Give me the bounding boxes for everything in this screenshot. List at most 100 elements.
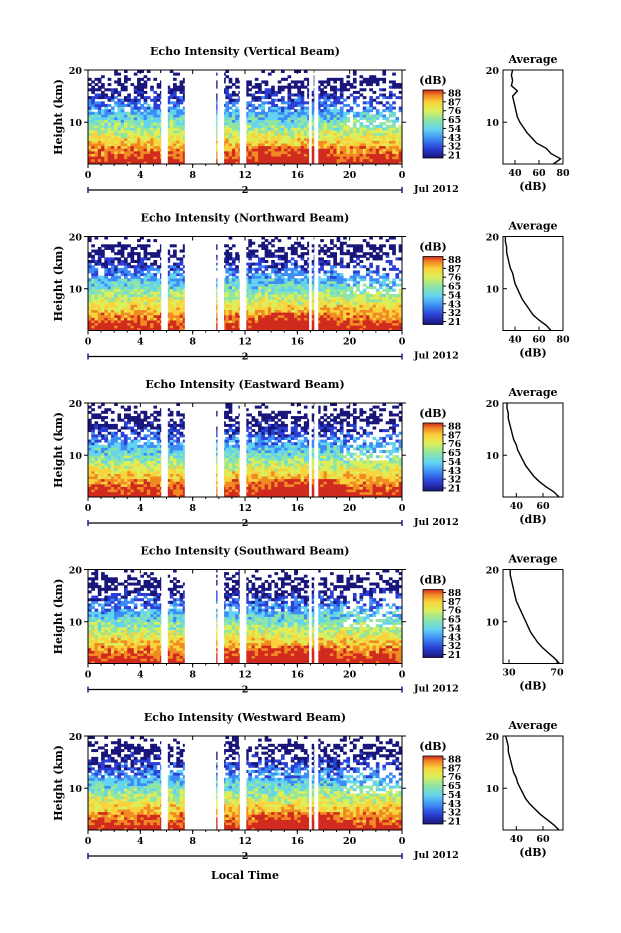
colorbar-tick: 21: [448, 484, 461, 495]
data-gap: [161, 570, 168, 664]
average-x-tick: 60: [536, 834, 550, 845]
data-gap: [309, 736, 312, 830]
average-y-tick: 10: [486, 618, 500, 629]
data-gap: [309, 70, 312, 164]
colorbar-unit: (dB): [419, 74, 446, 87]
x-tick-label: 0: [399, 670, 406, 681]
panel-title: Echo Intensity (Southward Beam): [141, 545, 350, 558]
average-x-tick: 40: [510, 501, 524, 512]
x-tick-label: 16: [291, 836, 305, 847]
y-tick-label: 10: [69, 118, 83, 129]
colorbar-tick: 21: [448, 817, 461, 828]
average-profile-line: [505, 237, 551, 331]
data-gap: [314, 70, 318, 164]
colorbar: [423, 590, 443, 658]
x-tick-label: 12: [238, 670, 251, 681]
average-x-tick: 80: [556, 335, 570, 346]
average-x-tick: 60: [532, 335, 546, 346]
colorbar-unit: (dB): [419, 740, 446, 753]
x-tick-label: 8: [189, 337, 196, 348]
x-tick-label: 12: [238, 170, 251, 181]
data-gap: [240, 237, 247, 331]
y-axis-label: Height (km): [52, 412, 65, 488]
data-gap: [185, 237, 216, 331]
x-tick-label: 20: [343, 170, 357, 181]
average-frame: [503, 736, 563, 830]
x-tick-label: 16: [291, 170, 305, 181]
average-x-tick: 40: [508, 168, 522, 179]
y-tick-label: 20: [69, 566, 83, 577]
data-gap: [218, 570, 225, 664]
colorbar-unit: (dB): [419, 241, 446, 254]
data-gap: [314, 736, 318, 830]
y-tick-label: 10: [69, 285, 83, 296]
x-tick-label: 12: [238, 503, 251, 514]
data-gap: [309, 570, 312, 664]
y-tick-label: 20: [69, 233, 83, 244]
average-y-tick: 20: [486, 233, 500, 244]
average-title: Average: [507, 719, 557, 732]
y-tick-label: 20: [69, 732, 83, 743]
average-y-tick: 20: [486, 399, 500, 410]
x-tick-label: 8: [189, 836, 196, 847]
average-y-tick: 20: [486, 66, 500, 77]
average-profile-line: [507, 403, 559, 497]
average-x-tick: 40: [508, 335, 522, 346]
x-tick-label: 0: [85, 170, 92, 181]
x-tick-label: 16: [291, 337, 305, 348]
y-axis-label: Height (km): [52, 246, 65, 322]
data-gap: [161, 237, 168, 331]
x-tick-label: 20: [343, 670, 357, 681]
day-marker: 2: [242, 518, 249, 529]
average-title: Average: [507, 553, 557, 566]
panel-title: Echo Intensity (Eastward Beam): [145, 378, 344, 391]
panel-title: Echo Intensity (Westward Beam): [144, 711, 346, 724]
average-title: Average: [507, 53, 557, 66]
x-tick-label: 0: [399, 170, 406, 181]
colorbar-tick: 21: [448, 317, 461, 328]
x-tick-label: 8: [189, 503, 196, 514]
y-axis-label: Height (km): [52, 79, 65, 155]
x-tick-label: 0: [85, 503, 92, 514]
data-gap: [314, 403, 318, 497]
x-tick-label: 0: [399, 836, 406, 847]
average-profile-line: [510, 570, 559, 664]
x-tick-label: 4: [137, 670, 144, 681]
y-axis-label: Height (km): [52, 745, 65, 821]
average-y-tick: 10: [486, 784, 500, 795]
x-tick-label: 16: [291, 503, 305, 514]
x-tick-label: 8: [189, 670, 196, 681]
x-axis-label: Local Time: [211, 869, 279, 882]
data-gap: [314, 570, 318, 664]
data-gap: [218, 403, 225, 497]
average-x-tick: 60: [536, 501, 550, 512]
date-label: Jul 2012: [413, 351, 459, 362]
data-gap: [185, 570, 216, 664]
average-x-label: (dB): [519, 180, 546, 193]
x-tick-label: 0: [85, 670, 92, 681]
average-title: Average: [507, 386, 557, 399]
average-x-label: (dB): [519, 846, 546, 859]
x-tick-label: 0: [85, 337, 92, 348]
x-tick-label: 0: [399, 503, 406, 514]
date-label: Jul 2012: [413, 850, 459, 861]
data-gap: [185, 736, 216, 830]
x-tick-label: 20: [343, 836, 357, 847]
average-y-tick: 20: [486, 732, 500, 743]
data-gap: [218, 736, 225, 830]
colorbar: [423, 90, 443, 158]
data-gap: [218, 237, 225, 331]
day-marker: 2: [242, 685, 249, 696]
data-gap: [185, 403, 216, 497]
x-tick-label: 4: [137, 836, 144, 847]
average-y-tick: 10: [486, 451, 500, 462]
x-tick-label: 12: [238, 337, 251, 348]
data-gap: [314, 237, 318, 331]
average-x-label: (dB): [519, 347, 546, 360]
colorbar-unit: (dB): [419, 407, 446, 420]
average-x-tick: 80: [556, 168, 570, 179]
